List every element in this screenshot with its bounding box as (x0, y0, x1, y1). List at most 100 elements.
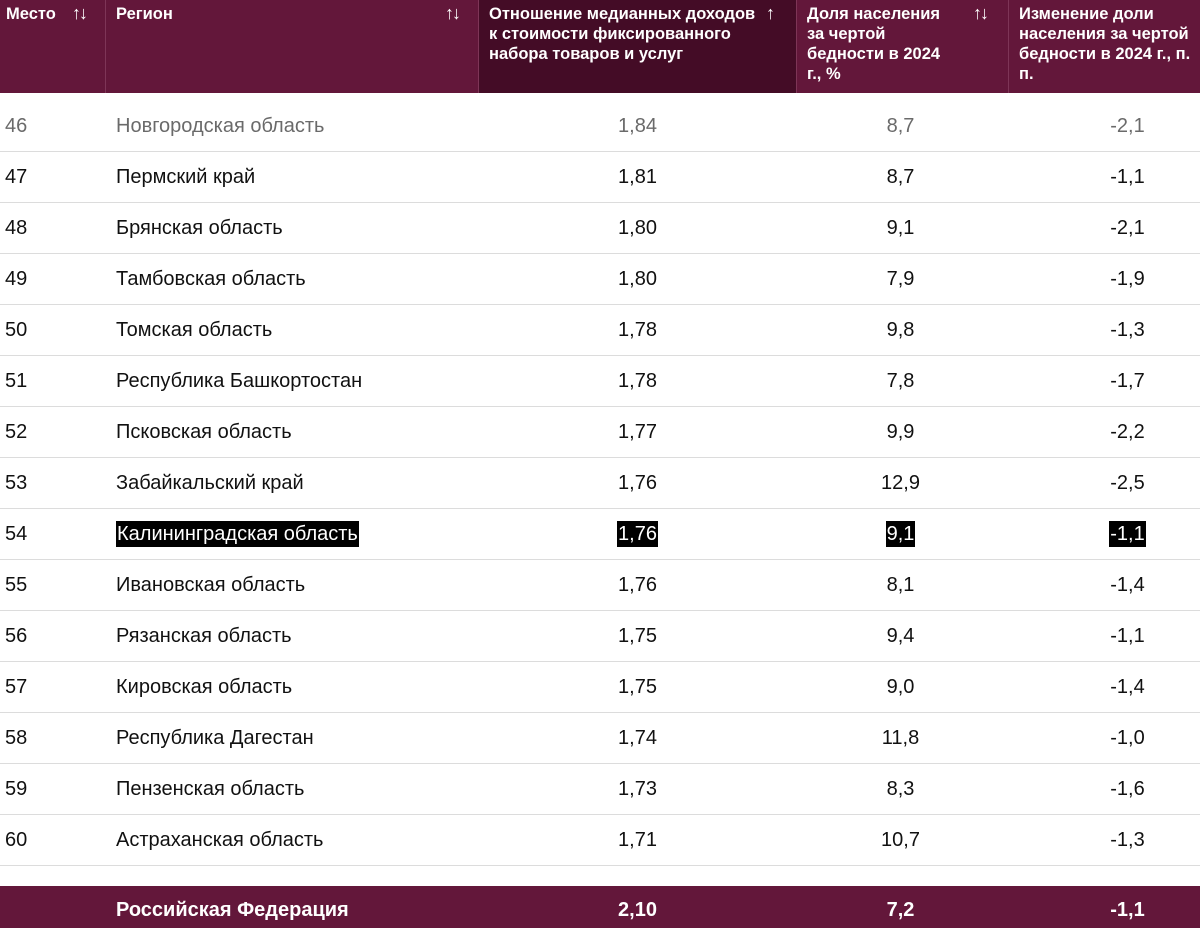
rank-cell: 60 (5, 829, 28, 851)
rank-cell: 58 (5, 727, 28, 749)
rank-cell: 57 (5, 676, 28, 698)
highlighted-change: -1,1 (1109, 521, 1146, 547)
share-cell: 9,0 (886, 676, 915, 698)
rank-cell: 50 (5, 319, 28, 341)
table-row: 56 Рязанская область 1,75 9,4 -1,1 (0, 611, 1200, 662)
table-row: 55 Ивановская область 1,76 8,1 -1,4 (0, 560, 1200, 611)
change-cell: -1,1 (1050, 509, 1200, 559)
sort-icon[interactable]: ↑↓ (72, 3, 88, 23)
change-cell: -1,1 (1110, 625, 1145, 647)
rank-cell: 46 (5, 115, 28, 137)
table-row-highlighted: 54 Калининградская область 1,76 9,1 -1,1 (0, 509, 1200, 560)
ratio-cell: 1,74 (618, 727, 657, 749)
share-cell: 9,1 (886, 217, 915, 239)
change-cell: -2,2 (1110, 421, 1145, 443)
ratio-cell: 1,78 (618, 319, 657, 341)
share-cell: 10,7 (881, 829, 920, 851)
ratio-cell: 1,80 (618, 268, 657, 290)
rank-cell: 55 (5, 574, 28, 596)
rank-cell: 54 (5, 523, 28, 545)
share-cell: 8,1 (886, 574, 915, 596)
footer-ratio: 2,10 (618, 899, 657, 921)
change-cell: -1,9 (1110, 268, 1145, 290)
ratio-cell: 1,76 (560, 509, 715, 559)
highlighted-region: Калининградская область (116, 521, 359, 547)
share-cell: 9,4 (886, 625, 915, 647)
share-cell: 7,8 (886, 370, 915, 392)
share-cell: 9,8 (886, 319, 915, 341)
region-cell: Пермский край (116, 166, 256, 188)
change-cell: -2,1 (1110, 217, 1145, 239)
column-header-change-label: Изменение доли населения за чертой бедно… (1019, 5, 1191, 83)
change-cell: -2,5 (1110, 472, 1145, 494)
region-cell: Забайкальский край (116, 472, 304, 494)
sort-ascending-icon[interactable]: ↑ (766, 3, 775, 23)
ratio-cell: 1,80 (618, 217, 657, 239)
column-header-share-label: Доля населения за чертой бедности в 2024… (807, 5, 941, 83)
region-cell: Пензенская область (116, 778, 305, 800)
region-cell: Кировская область (116, 676, 293, 698)
table-row: 47 Пермский край 1,81 8,7 -1,1 (0, 152, 1200, 203)
region-cell: Тамбовская область (116, 268, 306, 290)
highlighted-ratio: 1,76 (617, 521, 658, 547)
share-cell: 7,9 (886, 268, 915, 290)
region-cell: Томская область (116, 319, 273, 341)
share-cell: 8,7 (886, 115, 915, 137)
change-cell: -1,7 (1110, 370, 1145, 392)
table-row: 49 Тамбовская область 1,80 7,9 -1,9 (0, 254, 1200, 305)
table-header: Место ↑↓ Регион ↑↓ Отношение медианных д… (0, 0, 1200, 93)
ratio-cell: 1,77 (618, 421, 657, 443)
region-cell: Астраханская область (116, 829, 324, 851)
change-cell: -2,1 (1110, 115, 1145, 137)
table-row: 51 Республика Башкортостан 1,78 7,8 -1,7 (0, 356, 1200, 407)
region-cell: Псковская область (116, 421, 292, 443)
sort-icon[interactable]: ↑↓ (973, 3, 989, 23)
rank-cell: 59 (5, 778, 28, 800)
region-cell: Ивановская область (116, 574, 306, 596)
rank-cell: 49 (5, 268, 28, 290)
table-row: 53 Забайкальский край 1,76 12,9 -2,5 (0, 458, 1200, 509)
share-cell: 11,8 (881, 727, 920, 749)
change-cell: -1,6 (1110, 778, 1145, 800)
region-cell: Брянская область (116, 217, 283, 239)
table-row: 46 Новгородская область 1,84 8,7 -2,1 (0, 101, 1200, 152)
region-cell: Республика Башкортостан (116, 370, 363, 392)
table-row: 57 Кировская область 1,75 9,0 -1,4 (0, 662, 1200, 713)
change-cell: -1,1 (1110, 166, 1145, 188)
column-header-ratio-label: Отношение медианных доходов к стоимости … (489, 5, 756, 63)
sort-icon[interactable]: ↑↓ (445, 3, 461, 23)
change-cell: -1,4 (1110, 676, 1145, 698)
rank-cell: 51 (5, 370, 28, 392)
column-header-share[interactable]: Доля населения за чертой бедности в 2024… (796, 0, 1008, 93)
column-header-ratio[interactable]: Отношение медианных доходов к стоимости … (478, 0, 796, 93)
footer-region: Российская Федерация (116, 899, 349, 921)
change-cell: -1,4 (1110, 574, 1145, 596)
column-header-region-label: Регион (116, 5, 173, 23)
share-cell: 12,9 (881, 472, 920, 494)
change-cell: -1,3 (1110, 829, 1145, 851)
footer-change: -1,1 (1110, 899, 1145, 921)
table-row: 48 Брянская область 1,80 9,1 -2,1 (0, 203, 1200, 254)
column-header-change[interactable]: Изменение доли населения за чертой бедно… (1008, 0, 1200, 93)
rank-cell: 48 (5, 217, 28, 239)
ratio-cell: 1,78 (618, 370, 657, 392)
ratio-cell: 1,75 (618, 676, 657, 698)
share-cell: 8,3 (886, 778, 915, 800)
table-row: 60 Астраханская область 1,71 10,7 -1,3 (0, 815, 1200, 866)
table-footer-total: Российская Федерация 2,10 7,2 -1,1 (0, 886, 1200, 928)
rank-cell: 53 (5, 472, 28, 494)
table-row: 52 Псковская область 1,77 9,9 -2,2 (0, 407, 1200, 458)
share-cell: 9,1 (823, 509, 978, 559)
change-cell: -1,0 (1110, 727, 1145, 749)
change-cell: -1,3 (1110, 319, 1145, 341)
table-row: 50 Томская область 1,78 9,8 -1,3 (0, 305, 1200, 356)
rank-cell: 56 (5, 625, 28, 647)
region-cell: Новгородская область (116, 115, 325, 137)
region-cell: Калининградская область (116, 509, 359, 559)
column-header-rank[interactable]: Место ↑↓ (0, 0, 105, 93)
table-row: 58 Республика Дагестан 1,74 11,8 -1,0 (0, 713, 1200, 764)
footer-share: 7,2 (886, 899, 915, 921)
ratio-cell: 1,76 (618, 574, 657, 596)
column-header-region[interactable]: Регион ↑↓ (105, 0, 478, 93)
